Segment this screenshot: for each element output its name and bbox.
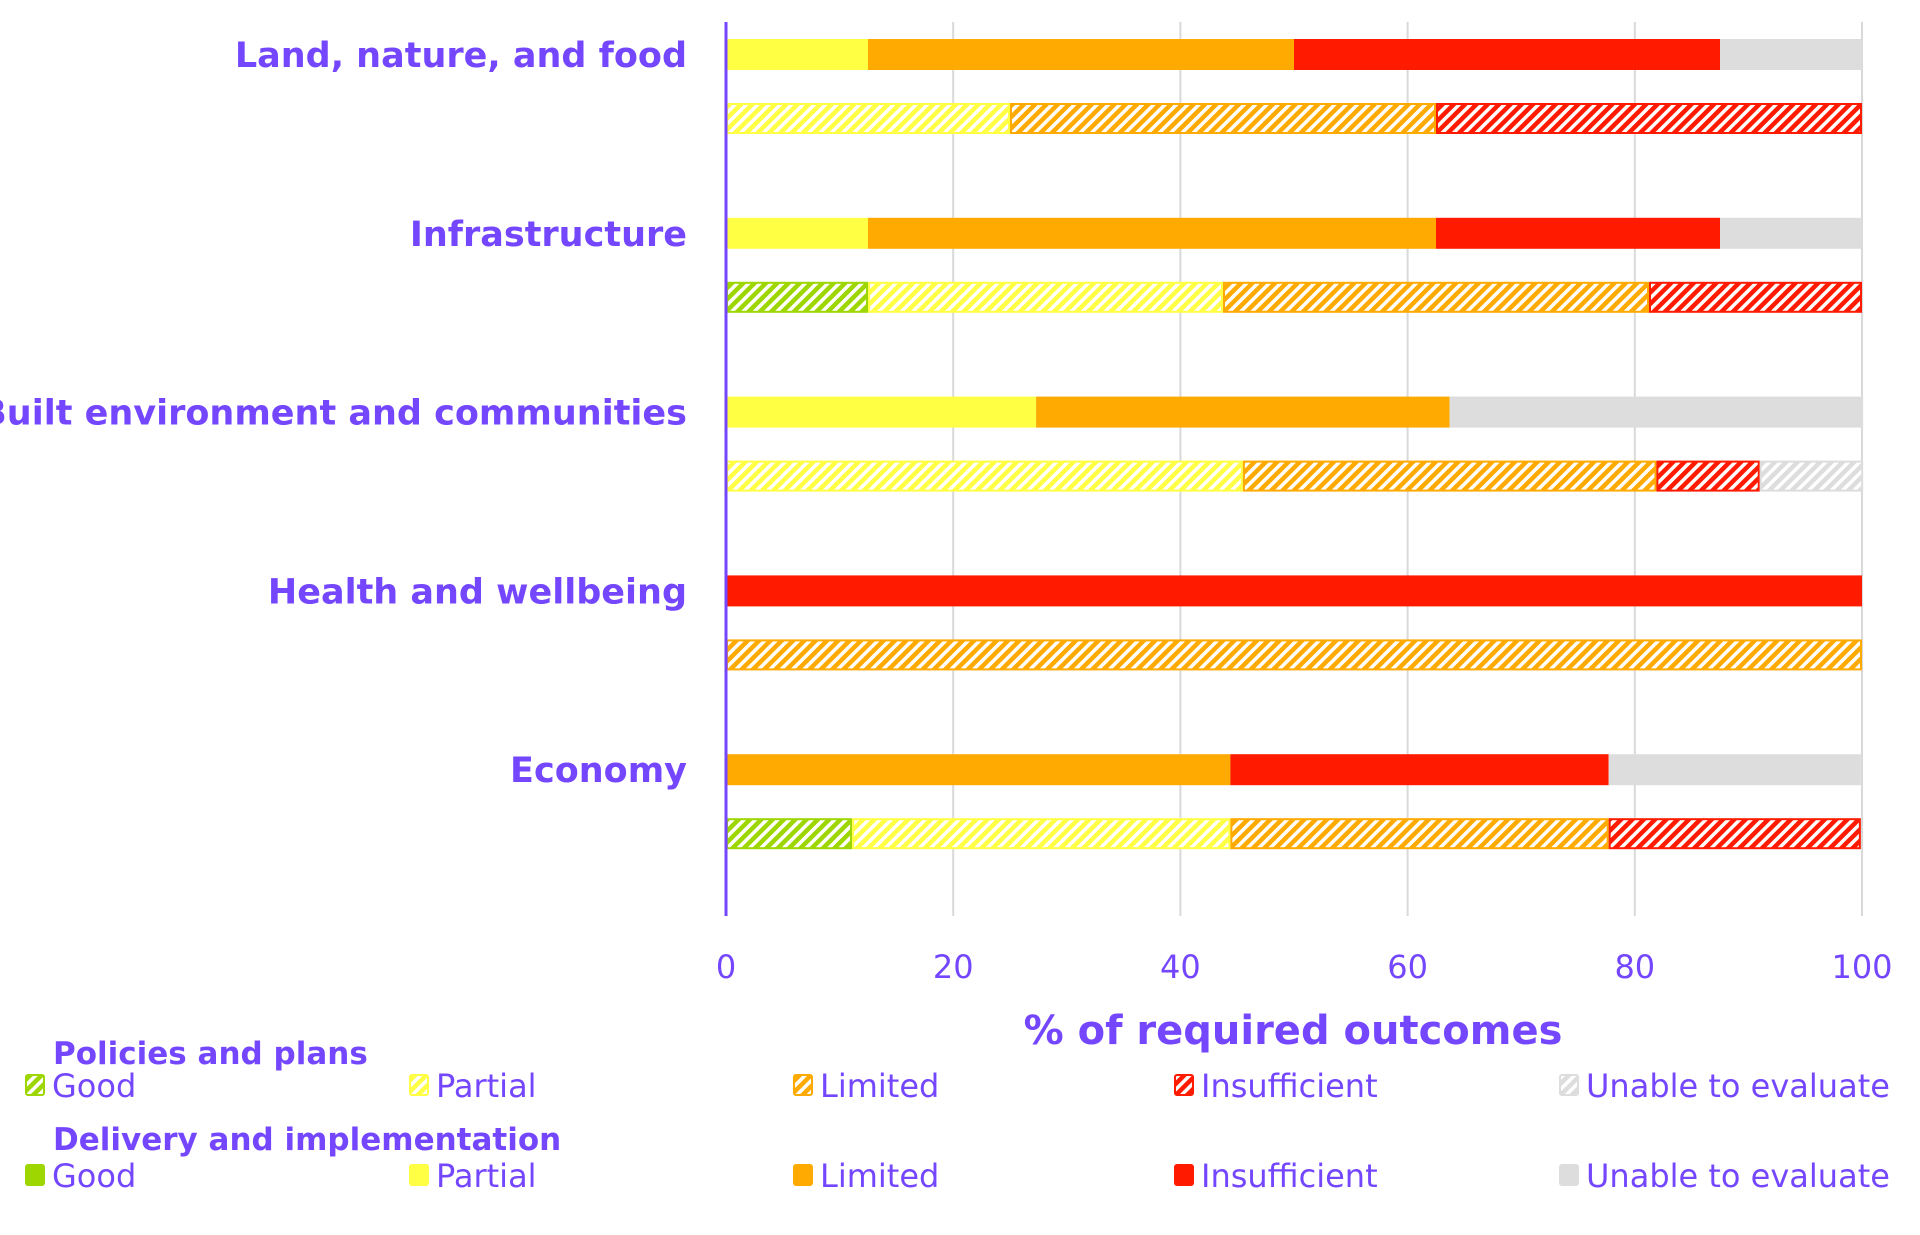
legend-label: Partial xyxy=(436,1157,537,1195)
legend-swatch xyxy=(25,1074,45,1096)
bar-segment-insufficient xyxy=(1436,217,1720,249)
legend-label: Unable to evaluate xyxy=(1586,1067,1890,1105)
bar-segment-partial xyxy=(868,281,1223,313)
bars xyxy=(726,39,1864,850)
legend-label: Unable to evaluate xyxy=(1586,1157,1890,1195)
x-tick-label: 0 xyxy=(716,948,736,986)
legend-label: Good xyxy=(52,1157,136,1195)
legend-swatch xyxy=(409,1164,429,1186)
bar-segment-limited xyxy=(868,39,1294,70)
legend-swatch xyxy=(25,1164,45,1186)
bar-segment-partial xyxy=(726,103,1010,134)
legend-label: Limited xyxy=(820,1067,939,1105)
bar-segment-partial xyxy=(726,217,868,249)
bar-segment-good xyxy=(726,281,868,313)
legend: Good Partial Limited Insufficient Unable to … xyxy=(25,1067,1890,1195)
bar-segment-limited xyxy=(868,217,1436,249)
bar-segment-unable-to-evaluate xyxy=(1449,396,1864,428)
bar-segment-limited xyxy=(1242,460,1657,492)
legend-swatch xyxy=(409,1074,429,1096)
legend-swatch xyxy=(793,1164,813,1186)
legend-swatch xyxy=(1559,1164,1579,1186)
bar-segment-limited xyxy=(726,754,1231,786)
category-label: Built environment and communities xyxy=(0,394,687,434)
category-label: Infrastructure xyxy=(410,215,687,255)
bar-segment-partial xyxy=(726,396,1037,428)
legend-label: Limited xyxy=(820,1157,939,1195)
bar-segment-limited xyxy=(1036,396,1450,428)
bar-segment-insufficient xyxy=(1656,460,1760,492)
bar-segment-partial xyxy=(726,39,868,70)
x-axis-title: % of required outcomes xyxy=(1024,1008,1563,1054)
legend-label: Insufficient xyxy=(1201,1067,1378,1105)
x-tick-label: 20 xyxy=(933,948,974,986)
bar-segment-limited xyxy=(1010,103,1436,134)
category-label: Health and wellbeing xyxy=(268,572,687,612)
bar-segment-limited xyxy=(1223,281,1649,313)
legend-swatch xyxy=(1174,1164,1194,1186)
bar-segment-limited xyxy=(1230,818,1609,850)
bar-segment-insufficient xyxy=(726,575,1862,607)
bar-segment-partial xyxy=(726,460,1243,492)
x-tick-label: 80 xyxy=(1614,948,1655,986)
bar-segment-limited xyxy=(726,639,1862,671)
bar-segment-unable-to-evaluate xyxy=(1759,460,1864,492)
x-tick-label: 40 xyxy=(1160,948,1201,986)
bar-segment-partial xyxy=(852,818,1231,850)
x-tick-labels: 0 20 40 60 80 100 xyxy=(716,948,1893,986)
x-tick-label: 100 xyxy=(1831,948,1892,986)
bar-segment-unable-to-evaluate xyxy=(1720,39,1862,70)
bar-segment-insufficient xyxy=(1294,39,1720,70)
category-label: Land, nature, and food xyxy=(235,36,687,76)
x-tick-label: 60 xyxy=(1387,948,1428,986)
category-labels: Land, nature, and food Infrastructure Buil… xyxy=(0,36,687,791)
bar-segment-insufficient xyxy=(1608,818,1861,850)
bar-segment-insufficient xyxy=(1436,103,1862,134)
bar-segment-unable-to-evaluate xyxy=(1720,217,1862,249)
legend-label: Partial xyxy=(436,1067,537,1105)
legend-swatch xyxy=(1174,1074,1194,1096)
legend-swatch xyxy=(793,1074,813,1096)
category-label: Economy xyxy=(510,751,687,791)
bar-segment-unable-to-evaluate xyxy=(1608,754,1861,786)
legend-label: Insufficient xyxy=(1201,1157,1378,1195)
bar-segment-insufficient xyxy=(1230,754,1609,786)
legend-title-policies: Policies and plans xyxy=(53,1036,368,1072)
bar-segment-insufficient xyxy=(1649,281,1862,313)
legend-label: Good xyxy=(52,1067,136,1105)
legend-title-delivery: Delivery and implementation xyxy=(53,1122,561,1158)
legend-swatch xyxy=(1559,1074,1579,1096)
bar-segment-good xyxy=(726,818,853,850)
